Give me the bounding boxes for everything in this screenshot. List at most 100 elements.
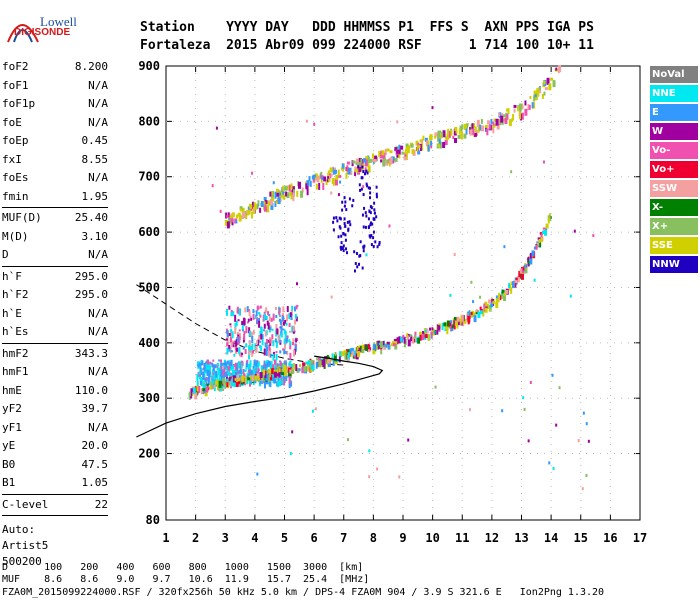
echo-point xyxy=(421,138,424,144)
separator xyxy=(2,342,108,344)
echo-point xyxy=(260,366,263,369)
echo-point xyxy=(270,197,274,202)
echo-point xyxy=(220,359,223,363)
echo-point xyxy=(278,314,281,317)
echo-point xyxy=(252,309,255,314)
echo-point xyxy=(248,340,251,348)
echo-point xyxy=(222,377,226,384)
echo-point xyxy=(289,342,292,350)
echo-point xyxy=(235,320,238,326)
echo-point xyxy=(298,181,302,189)
echo-point xyxy=(244,376,247,384)
echo-point xyxy=(233,353,236,357)
echo-point xyxy=(371,153,374,159)
echo-point xyxy=(490,118,493,124)
echo-point xyxy=(276,363,279,369)
echo-point xyxy=(226,378,230,383)
echo-point xyxy=(341,246,344,250)
echo-point xyxy=(512,113,515,120)
echo-point xyxy=(372,236,375,240)
echo-point xyxy=(521,112,524,120)
echo-point xyxy=(218,359,221,362)
echo-point xyxy=(292,349,295,357)
echo-point xyxy=(290,380,293,387)
echo-point xyxy=(458,318,462,325)
echo-point xyxy=(256,320,259,324)
param-value: N/A xyxy=(88,171,108,184)
echo-point xyxy=(443,322,447,327)
echo-point xyxy=(228,345,231,350)
echo-point xyxy=(211,362,214,365)
echo-point xyxy=(439,134,442,140)
echo-point xyxy=(332,358,335,366)
param-name: h`Es xyxy=(2,325,29,338)
echo-point xyxy=(573,229,576,233)
legend-entry-nne: NNE xyxy=(650,85,698,102)
echo-point xyxy=(283,371,287,377)
x-tick-label: 1 xyxy=(162,531,169,545)
echo-point xyxy=(412,336,415,344)
y-tick-label: 300 xyxy=(138,391,160,405)
echo-point xyxy=(236,336,239,343)
echo-point xyxy=(234,377,237,381)
echo-point xyxy=(238,381,241,385)
echo-point xyxy=(357,351,361,358)
echo-point xyxy=(353,269,356,273)
echo-point xyxy=(367,165,371,173)
echo-point xyxy=(492,300,496,304)
echo-point xyxy=(446,137,449,141)
echo-point xyxy=(248,327,251,334)
echo-point xyxy=(429,135,433,141)
echo-point xyxy=(365,156,369,161)
echo-point xyxy=(369,223,372,227)
muf-row: MUF 8.6 8.6 9.0 9.7 10.6 11.9 15.7 25.4 … xyxy=(2,574,370,585)
param-value: 47.5 xyxy=(81,457,109,471)
echo-point xyxy=(235,214,238,219)
echo-point xyxy=(289,369,292,374)
echo-point xyxy=(203,370,206,377)
echo-point xyxy=(269,365,272,370)
echo-point xyxy=(391,156,395,161)
echo-point xyxy=(288,381,291,389)
echo-point xyxy=(441,131,444,138)
echo-point xyxy=(263,206,267,212)
echo-point xyxy=(359,254,362,258)
echo-point xyxy=(585,473,588,477)
echo-point xyxy=(226,382,229,388)
echo-point xyxy=(396,337,399,345)
echo-point xyxy=(511,117,514,122)
echo-point xyxy=(396,149,400,154)
echo-point xyxy=(486,128,489,136)
param-value: N/A xyxy=(88,97,108,110)
distance-row: D 100 200 400 600 800 1000 1500 3000 [km… xyxy=(2,562,364,573)
echo-point xyxy=(270,338,273,344)
echo-point xyxy=(225,374,228,378)
echo-point xyxy=(290,189,294,196)
autoscale-info: Auto: xyxy=(2,523,36,536)
echo-point xyxy=(419,139,422,143)
echo-point xyxy=(499,295,502,301)
echo-point xyxy=(341,208,344,212)
echo-point xyxy=(255,310,258,317)
echo-point xyxy=(334,178,338,186)
echo-point xyxy=(339,245,342,249)
param-name: C-level xyxy=(2,497,49,511)
echo-point xyxy=(286,192,290,199)
echo-point xyxy=(517,106,520,112)
echo-point xyxy=(361,349,365,354)
echo-point xyxy=(315,361,318,369)
echo-point xyxy=(247,321,250,324)
echo-point xyxy=(515,277,518,283)
param-value: 295.0 xyxy=(74,269,108,283)
echo-point xyxy=(263,313,266,321)
echo-point xyxy=(503,114,507,118)
echo-point xyxy=(546,77,550,85)
echo-point xyxy=(226,347,229,355)
echo-point xyxy=(365,344,369,351)
echo-point xyxy=(203,362,206,369)
echo-point xyxy=(272,340,275,347)
echo-point xyxy=(378,151,381,158)
echo-point xyxy=(538,238,541,243)
legend-entry-noval: NoVal xyxy=(650,66,698,83)
echo-point xyxy=(253,375,256,381)
